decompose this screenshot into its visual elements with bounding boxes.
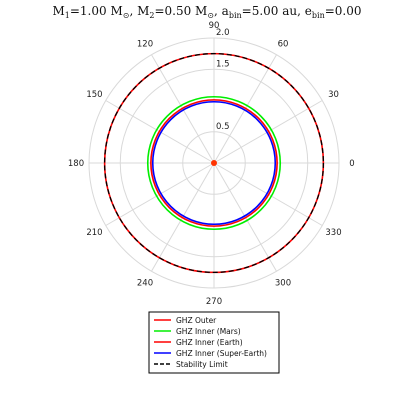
radial-tick-label: 0.5 [216, 122, 230, 132]
series-4 [103, 52, 325, 274]
legend: GHZ Outer GHZ Inner (Mars) GHZ Inner (Eart… [148, 311, 280, 374]
theta-tick-label: 150 [86, 90, 102, 100]
radial-tick-label: 2.0 [216, 28, 230, 38]
theta-tick-labels: 0 30 60 90 120 150 180 210 240 270 300 330 [68, 21, 355, 307]
radial-tick-labels: 0.5 1.5 2.0 [216, 28, 230, 132]
theta-tick-label: 270 [206, 297, 222, 307]
center-marker [211, 160, 217, 166]
theta-tick-label: 60 [278, 39, 289, 49]
theta-tick-label: 180 [68, 159, 84, 169]
theta-tick-label: 300 [275, 279, 291, 289]
series-3 [151, 100, 277, 226]
chart-title: M1=1.00 M⊙, M2=0.50 M⊙, abin=5.00 au, eb… [52, 4, 361, 20]
theta-tick-label: 30 [328, 90, 339, 100]
theta-tick-label: 90 [209, 21, 220, 31]
legend-label: GHZ Inner (Super-Earth) [176, 349, 267, 358]
series-2 [150, 99, 278, 227]
theta-tick-label: 240 [137, 279, 153, 289]
legend-label: GHZ Outer [176, 316, 217, 325]
series-layer [103, 52, 325, 274]
radial-tick-label: 1.5 [216, 59, 230, 69]
theta-tick-label: 330 [325, 228, 341, 238]
series-1 [146, 95, 282, 231]
legend-label: GHZ Inner (Mars) [176, 327, 241, 336]
theta-tick-label: 210 [86, 228, 102, 238]
theta-tick-label: 0 [349, 159, 354, 169]
marker-layer [211, 160, 217, 166]
theta-tick-label: 120 [137, 39, 153, 49]
legend-label: Stability Limit [176, 360, 228, 369]
legend-label: GHZ Inner (Earth) [176, 338, 243, 347]
